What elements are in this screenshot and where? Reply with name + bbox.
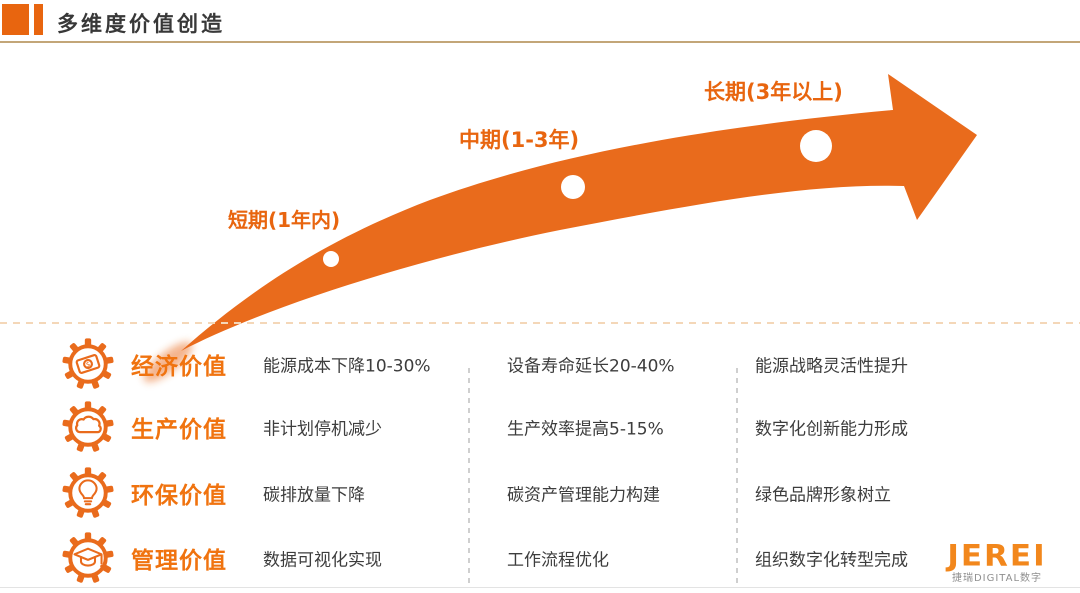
economic-benefit-mid: 设备寿命延长20-40%	[507, 356, 675, 377]
environment-benefit-short: 碳排放量下降	[263, 485, 365, 506]
production-benefit-short: 非计划停机减少	[263, 419, 382, 440]
vertical-dashed-divider-2	[736, 368, 738, 585]
value-row-economic: $ 经济价值 能源成本下降10-30% 设备寿命延长20-40% 能源战略灵活性…	[0, 335, 1080, 393]
row-label-environment: 环保价值	[131, 483, 227, 509]
company-logo: JEREI 捷瑞DIGITAL数字	[916, 541, 1078, 584]
logo-wordmark: JEREI	[947, 538, 1047, 574]
milestone-dot-mid-term	[561, 175, 585, 199]
logo-subtitle: 捷瑞DIGITAL数字	[951, 573, 1043, 584]
horizontal-dashed-divider	[0, 322, 1080, 324]
row-label-management: 管理价值	[131, 548, 227, 574]
management-benefit-short: 数据可视化实现	[263, 550, 382, 571]
svg-text:$: $	[85, 360, 91, 369]
environment-benefit-long: 绿色品牌形象树立	[755, 485, 891, 506]
environment-benefit-mid: 碳资产管理能力构建	[507, 485, 660, 506]
management-benefit-long: 组织数字化转型完成	[755, 550, 908, 571]
header-accent-bar	[34, 4, 43, 35]
bulb-gear-icon	[62, 467, 114, 518]
row-label-production: 生产价值	[131, 417, 227, 443]
page-title: 多维度价值创造	[57, 12, 225, 36]
arrow-body	[181, 74, 977, 351]
production-benefit-mid: 生产效率提高5-15%	[507, 419, 664, 440]
value-row-production: 生产价值 非计划停机减少 生产效率提高5-15% 数字化创新能力形成	[0, 398, 1080, 456]
economic-benefit-short: 能源成本下降10-30%	[263, 356, 431, 377]
time-label-short-term: 短期(1年内)	[228, 208, 341, 232]
milestone-dot-long-term	[800, 130, 832, 162]
time-label-mid-term: 中期(1-3年)	[459, 128, 580, 152]
time-label-long-term: 长期(3年以上)	[704, 80, 843, 104]
header-rule	[0, 41, 1080, 43]
management-benefit-mid: 工作流程优化	[507, 550, 609, 571]
value-row-management: 管理价值 数据可视化实现 工作流程优化 组织数字化转型完成	[0, 529, 1080, 587]
production-benefit-long: 数字化创新能力形成	[755, 419, 908, 440]
arrow-tail-smear	[143, 341, 193, 383]
economic-benefit-long: 能源战略灵活性提升	[755, 356, 908, 377]
value-row-environment: 环保价值 碳排放量下降 碳资产管理能力构建 绿色品牌形象树立	[0, 464, 1080, 522]
milestone-dot-short-term	[323, 251, 339, 267]
cap-gear-icon	[62, 532, 114, 583]
row-label-economic: 经济价值	[131, 354, 227, 380]
cloud-gear-icon	[62, 401, 114, 452]
money-gear-icon: $	[62, 338, 114, 389]
header-accent-block	[2, 4, 29, 35]
bottom-rule	[0, 587, 1080, 588]
vertical-dashed-divider-1	[468, 368, 470, 585]
